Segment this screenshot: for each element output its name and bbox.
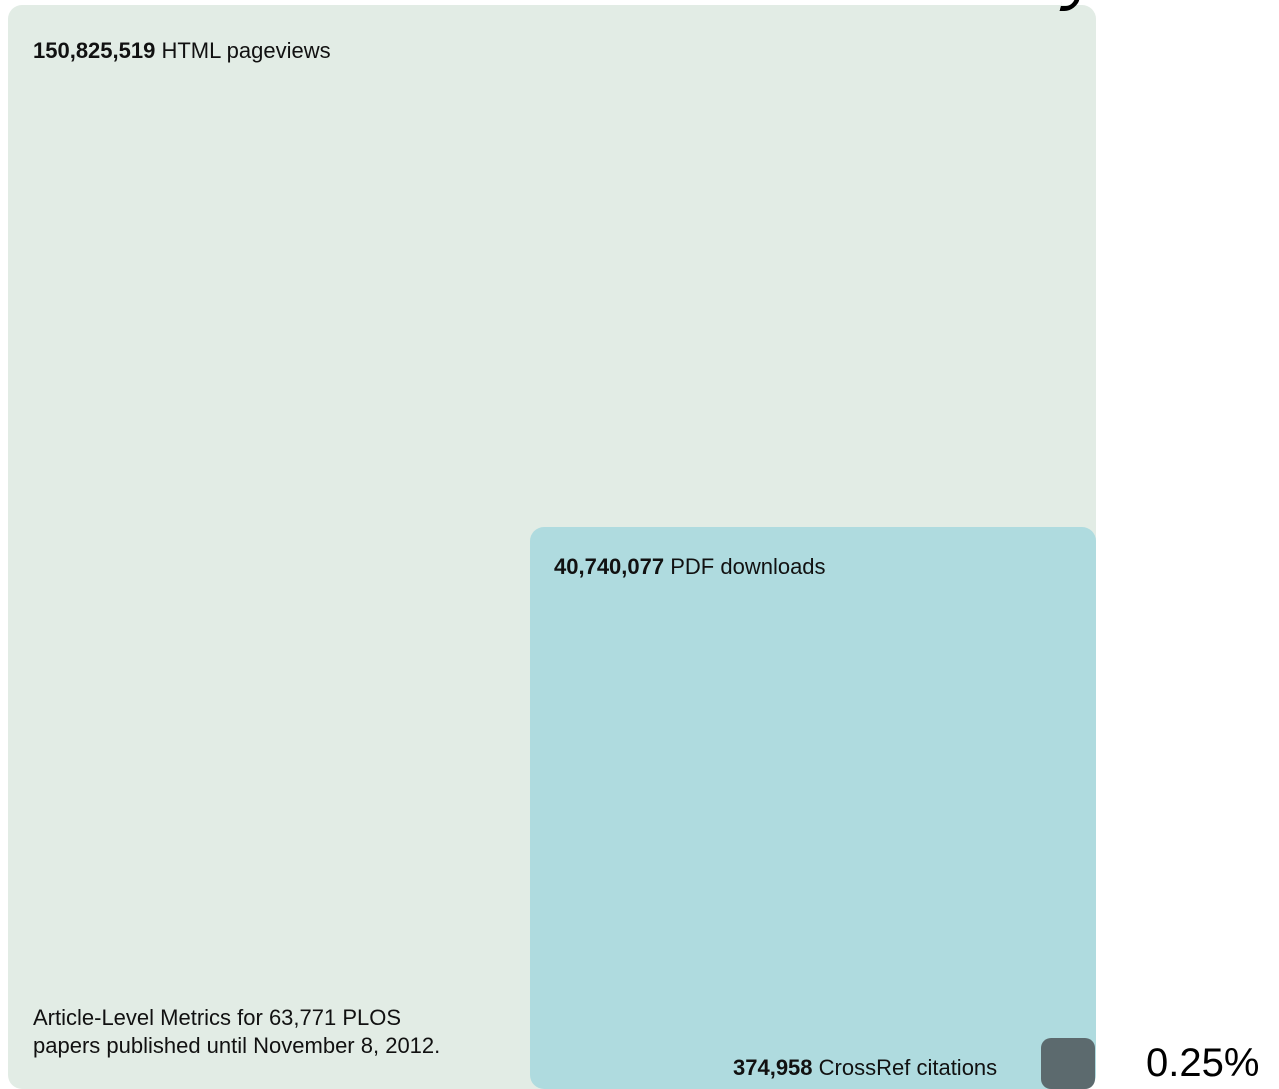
pdf-downloads-label: 40,740,077 PDF downloads xyxy=(554,554,826,580)
pdf-downloads-text: PDF downloads xyxy=(670,554,826,579)
chart-note-line-1: Article-Level Metrics for 63,771 PLOS xyxy=(33,1005,402,1030)
crossref-citations-text: CrossRef citations xyxy=(818,1055,998,1080)
crossref-citations-area xyxy=(1041,1038,1095,1089)
crossref-citations-label: 374,958 CrossRef citations xyxy=(733,1055,997,1081)
crossref-citations-value: 374,958 xyxy=(733,1055,813,1080)
chart-note: Article-Level Metrics for 63,771 PLOS pa… xyxy=(33,1004,440,1060)
html-pageviews-text: HTML pageviews xyxy=(161,38,331,63)
chart-note-line-2: papers published until November 8, 2012. xyxy=(33,1033,441,1058)
percentage-annotation: 0.25% xyxy=(1146,1041,1260,1085)
html-pageviews-value: 150,825,519 xyxy=(33,38,156,63)
html-pageviews-label: 150,825,519 HTML pageviews xyxy=(33,38,331,64)
pdf-downloads-value: 40,740,077 xyxy=(554,554,665,579)
pdf-downloads-area xyxy=(530,527,1096,1089)
